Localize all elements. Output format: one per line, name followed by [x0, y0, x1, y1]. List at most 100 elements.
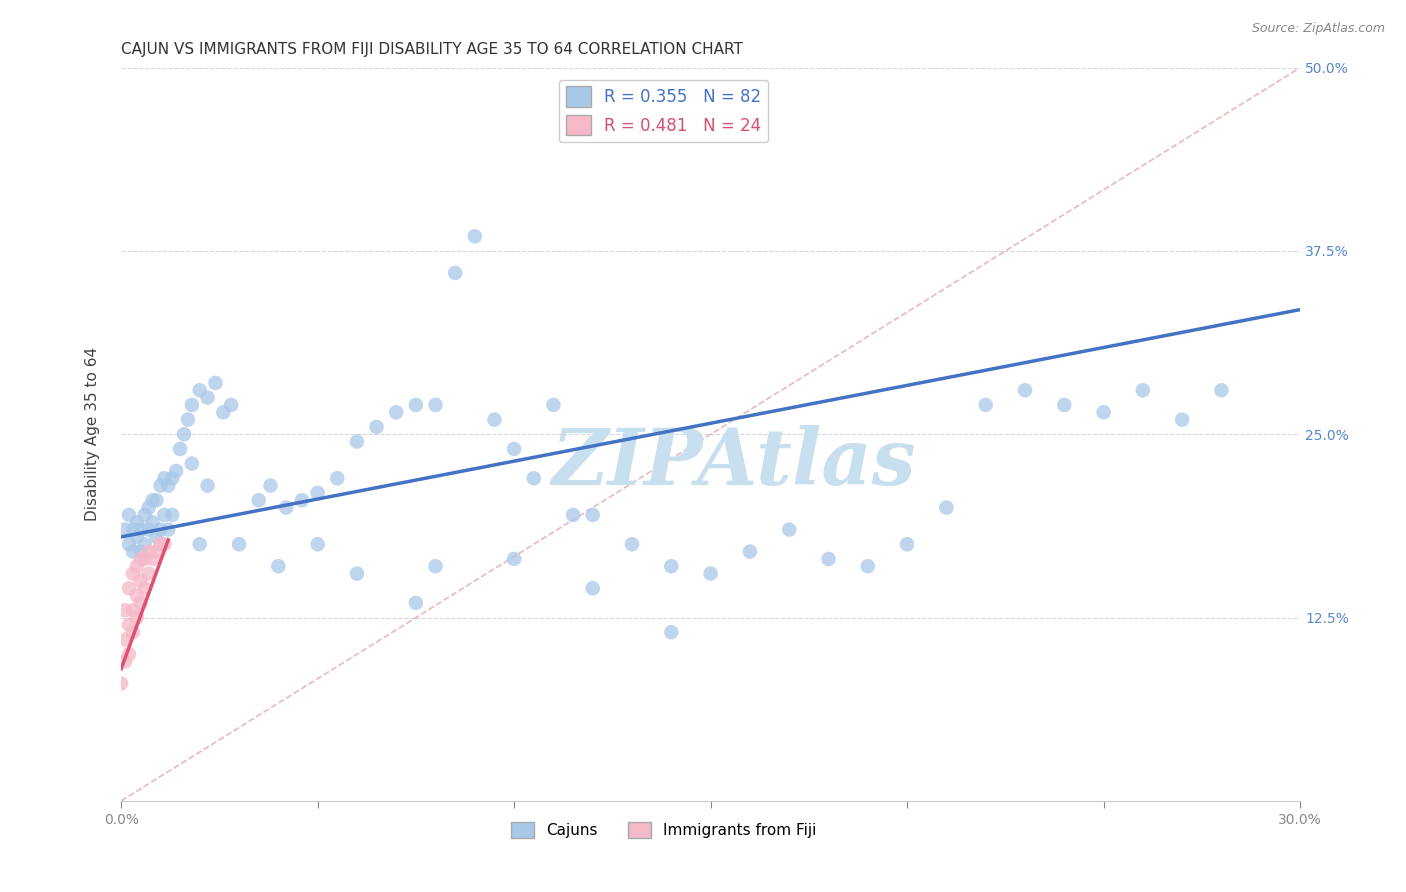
Point [219, 398, 242, 412]
Point [1211, 384, 1233, 398]
Point [523, 471, 546, 485]
Point [177, 412, 200, 426]
Point [425, 559, 447, 574]
Point [1171, 412, 1194, 426]
Point [138, 500, 160, 515]
Point [142, 493, 165, 508]
Point [114, 523, 136, 537]
Point [173, 427, 195, 442]
Point [444, 266, 467, 280]
Point [405, 398, 427, 412]
Point [425, 398, 447, 412]
Point [204, 376, 226, 390]
Point [503, 552, 526, 566]
Point [188, 537, 211, 551]
Point [160, 471, 183, 485]
Point [228, 537, 250, 551]
Point [165, 464, 187, 478]
Point [125, 515, 148, 529]
Point [129, 596, 152, 610]
Point [125, 589, 148, 603]
Point [346, 566, 368, 581]
Text: Source: ZipAtlas.com: Source: ZipAtlas.com [1251, 22, 1385, 36]
Point [197, 391, 219, 405]
Point [157, 523, 180, 537]
Point [134, 508, 156, 522]
Point [169, 442, 191, 456]
Point [503, 442, 526, 456]
Point [134, 537, 156, 551]
Point [405, 596, 427, 610]
Point [307, 537, 329, 551]
Point [562, 508, 585, 522]
Point [778, 523, 800, 537]
Point [153, 471, 176, 485]
Text: ZIPAtlas: ZIPAtlas [553, 425, 917, 502]
Point [307, 486, 329, 500]
Point [699, 566, 721, 581]
Point [582, 508, 605, 522]
Point [125, 530, 148, 544]
Point [896, 537, 918, 551]
Point [118, 508, 141, 522]
Point [153, 537, 176, 551]
Point [145, 493, 167, 508]
Point [122, 566, 145, 581]
Point [122, 544, 145, 558]
Point [659, 625, 682, 640]
Point [856, 559, 879, 574]
Point [346, 434, 368, 449]
Point [129, 523, 152, 537]
Point [197, 478, 219, 492]
Point [138, 523, 160, 537]
Point [464, 229, 486, 244]
Point [129, 574, 152, 588]
Point [125, 559, 148, 574]
Point [180, 457, 202, 471]
Legend: Cajuns, Immigrants from Fiji: Cajuns, Immigrants from Fiji [505, 816, 823, 845]
Point [138, 544, 160, 558]
Point [212, 405, 235, 419]
Point [276, 500, 298, 515]
Point [149, 523, 172, 537]
Point [326, 471, 349, 485]
Point [974, 398, 997, 412]
Point [114, 655, 136, 669]
Point [110, 676, 132, 690]
Point [1092, 405, 1115, 419]
Point [145, 530, 167, 544]
Point [1014, 384, 1036, 398]
Point [149, 478, 172, 492]
Point [247, 493, 270, 508]
Text: CAJUN VS IMMIGRANTS FROM FIJI DISABILITY AGE 35 TO 64 CORRELATION CHART: CAJUN VS IMMIGRANTS FROM FIJI DISABILITY… [121, 42, 742, 57]
Point [122, 603, 145, 617]
Point [142, 515, 165, 529]
Point [180, 398, 202, 412]
Point [621, 537, 644, 551]
Point [114, 603, 136, 617]
Point [157, 478, 180, 492]
Point [134, 552, 156, 566]
Point [291, 493, 314, 508]
Point [138, 566, 160, 581]
Point [122, 523, 145, 537]
Point [385, 405, 408, 419]
Point [259, 478, 281, 492]
Point [935, 500, 957, 515]
Point [118, 581, 141, 595]
Point [118, 618, 141, 632]
Point [582, 581, 605, 595]
Point [188, 384, 211, 398]
Point [484, 412, 506, 426]
Point [738, 544, 761, 558]
Point [114, 632, 136, 647]
Point [1053, 398, 1076, 412]
Point [142, 552, 165, 566]
Point [118, 647, 141, 661]
Point [659, 559, 682, 574]
Point [153, 508, 176, 522]
Point [149, 537, 172, 551]
Point [817, 552, 839, 566]
Point [122, 625, 145, 640]
Point [160, 508, 183, 522]
